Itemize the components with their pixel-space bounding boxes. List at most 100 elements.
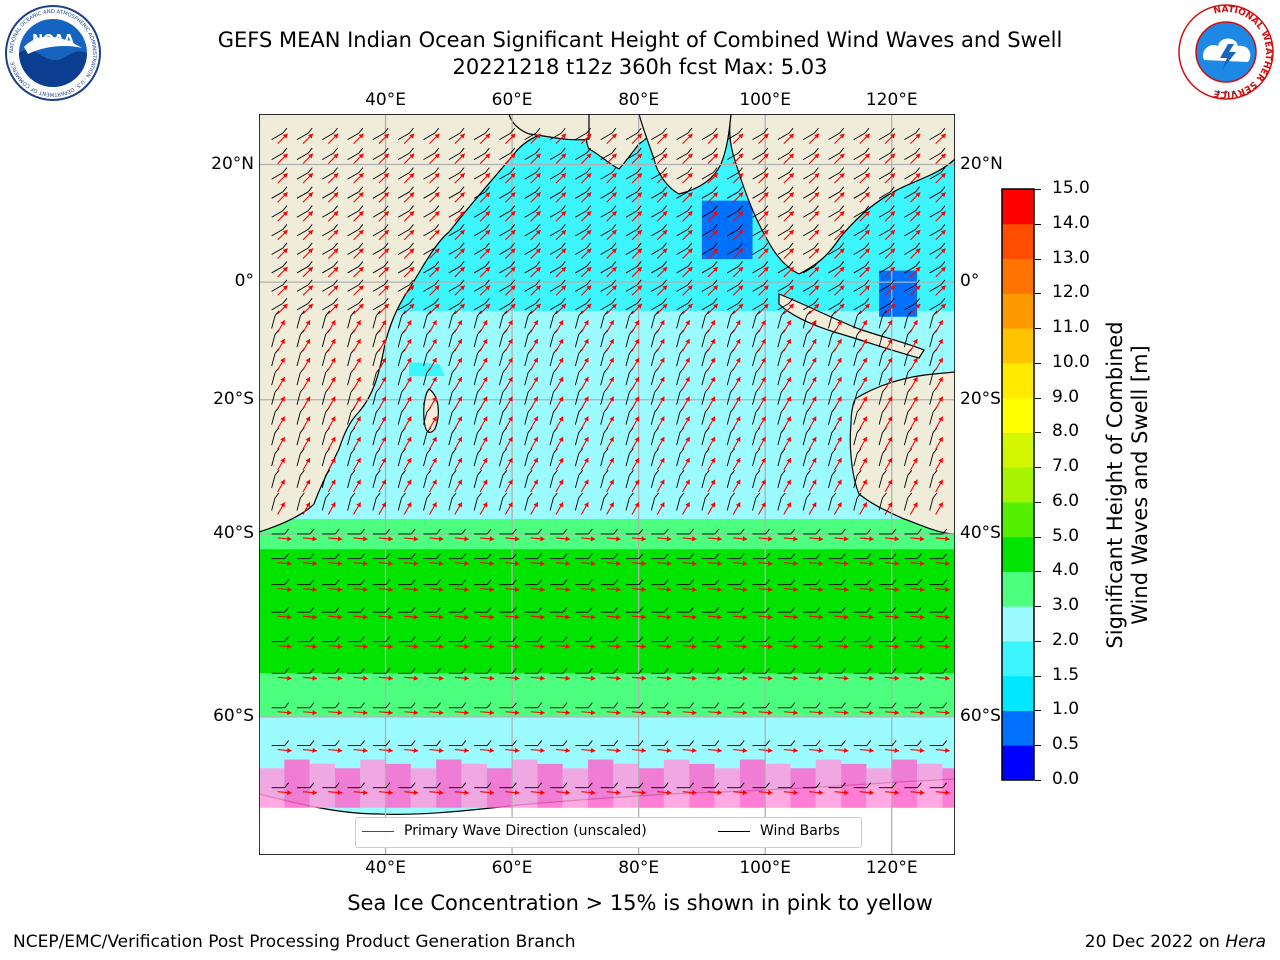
wave-arrow-head	[457, 479, 462, 485]
wave-band	[259, 673, 955, 717]
wave-arrow-head	[659, 338, 665, 344]
wave-arrow-head	[662, 192, 668, 198]
wind-barb	[676, 172, 689, 180]
wave-arrow-head	[890, 303, 895, 309]
wind-barb	[701, 191, 714, 199]
wave-arrow-head	[312, 586, 317, 593]
wave-arrow-head	[383, 285, 389, 291]
wind-barb-flag	[663, 528, 669, 535]
wind-barb	[904, 172, 916, 180]
wind-barb-flag	[755, 492, 761, 499]
wind-barb-flag	[334, 740, 340, 746]
wind-barb-flag	[662, 279, 667, 286]
noaa-logo: NATIONAL OCEANIC AND ATMOSPHERIC ADMINIS…	[5, 5, 101, 101]
wave-arrow-head	[508, 320, 513, 326]
wind-barb-flag	[714, 528, 720, 535]
wind-barb	[929, 172, 942, 180]
wave-arrow-head	[692, 675, 697, 681]
wind-barb	[347, 353, 352, 367]
wind-barb	[676, 132, 689, 141]
wind-barb-flag	[282, 205, 288, 211]
wave-arrow-head	[535, 303, 541, 309]
wind-barb-flag	[839, 298, 845, 304]
wave-arrow-head	[333, 267, 339, 272]
wave-arrow-head	[363, 789, 368, 796]
wave-arrow-head	[843, 614, 849, 620]
wind-barb-flag	[510, 167, 516, 173]
wind-barb-flag	[611, 224, 617, 230]
wave-arrow-head	[894, 643, 900, 650]
wave-arrow-head	[434, 173, 440, 179]
wind-barb-flag	[763, 224, 769, 230]
wave-arrow-head	[565, 675, 571, 681]
colorbar-swatch	[1002, 397, 1034, 433]
wave-arrow-head	[869, 560, 874, 567]
wave-arrow-head	[558, 357, 564, 363]
wind-barb-flag	[360, 553, 365, 559]
wave-arrow-head	[337, 560, 343, 567]
wave-arrow-head	[913, 338, 918, 344]
wind-barb	[549, 229, 562, 237]
wave-direction-layer	[277, 133, 950, 796]
wind-barb-flag	[299, 470, 305, 476]
wind-barb-flag	[654, 448, 660, 454]
wind-barb-flag	[663, 702, 669, 709]
wind-barb-flag	[613, 606, 619, 613]
wind-barb-flag	[638, 528, 644, 535]
wave-arrow-head	[843, 643, 849, 650]
wind-barb	[625, 411, 630, 425]
wind-barb-flag	[636, 298, 642, 304]
wind-barb	[347, 210, 360, 218]
wind-barb	[397, 453, 402, 467]
wave-arrow-head	[457, 502, 462, 508]
wave-arrow-head	[508, 357, 513, 363]
wave-arrow-head	[381, 458, 386, 464]
wave-arrow-head	[641, 536, 646, 542]
wave-arrow-head	[558, 502, 564, 508]
wave-arrow-head	[510, 285, 516, 291]
wave-arrow-head	[666, 536, 672, 542]
lon-tick-top: 100°E	[739, 90, 792, 110]
wind-barb	[929, 315, 934, 329]
wave-arrow-head	[843, 710, 849, 716]
lat-tick-left: 40°S	[213, 522, 254, 543]
wind-barb	[676, 229, 689, 237]
wind-barb-flag	[486, 668, 492, 674]
wave-arrow-head	[818, 536, 824, 542]
wave-arrow-head	[561, 303, 566, 309]
wave-arrow-head	[508, 377, 513, 383]
wind-barb	[929, 411, 934, 425]
wave-arrow-head	[761, 377, 766, 383]
wave-arrow-head	[869, 710, 874, 716]
wind-barb-flag	[434, 167, 440, 173]
wave-arrow-head	[383, 153, 389, 159]
wind-barb-flag	[788, 242, 794, 249]
wave-arrow-head	[432, 479, 437, 485]
wave-arrow-head	[482, 396, 488, 402]
wind-barb	[651, 210, 663, 218]
wind-barb	[524, 497, 529, 511]
wind-barb	[575, 302, 587, 311]
wave-arrow-head	[788, 173, 794, 179]
wind-barb	[321, 432, 327, 446]
wind-barb	[878, 353, 883, 367]
wave-arrow-head	[611, 173, 617, 179]
wind-barb-flag	[815, 636, 821, 642]
wave-arrow-head	[561, 248, 566, 254]
colorbar-tick-mark	[1035, 362, 1041, 364]
wind-barb-flag	[815, 553, 821, 559]
wind-barb	[625, 302, 638, 311]
wind-barb	[650, 475, 656, 488]
wave-arrow-head	[383, 230, 389, 235]
wind-barb	[524, 284, 537, 292]
wave-arrow-head	[305, 320, 311, 326]
wave-arrow-head	[583, 479, 589, 485]
wind-barb-flag	[459, 167, 465, 173]
wind-barb	[499, 210, 511, 218]
wind-barb-flag	[307, 261, 313, 267]
wave-arrow-head	[735, 377, 741, 383]
wind-barb	[473, 132, 486, 141]
wind-barb	[347, 132, 360, 141]
wave-arrow-head	[890, 153, 895, 159]
wave-arrow-head	[282, 230, 288, 235]
